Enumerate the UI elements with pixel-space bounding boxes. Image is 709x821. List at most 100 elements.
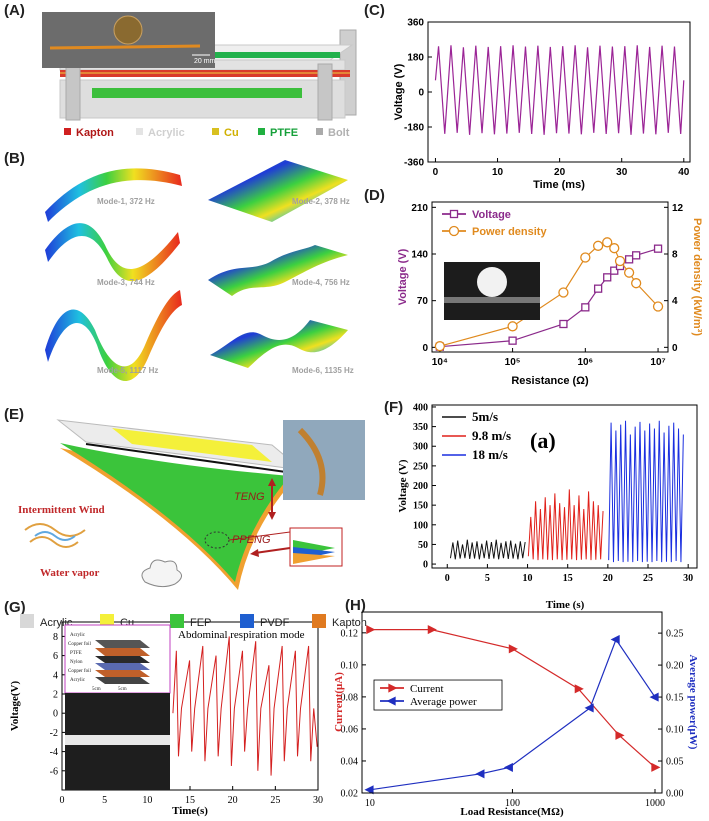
marker: [507, 321, 518, 332]
series-line: [172, 636, 318, 776]
panel-label: (C): [364, 2, 385, 19]
x-tick-label: 0: [433, 167, 439, 178]
y-tick-label: 200: [413, 481, 428, 492]
annotation: (a): [530, 428, 556, 453]
mode-shape: [45, 290, 182, 382]
inset-label: Acrylic: [70, 633, 86, 638]
cu-electrode: [112, 428, 272, 462]
y2-tick-label: 8: [672, 249, 678, 260]
panel-label: (G): [4, 599, 26, 616]
panel-label: (H): [345, 597, 366, 614]
legend-swatch: [20, 614, 34, 628]
arrow-head: [268, 512, 276, 520]
inset-label: Copper foil: [68, 669, 92, 674]
series-line: [608, 420, 684, 563]
marker: [508, 336, 517, 345]
legend-label: Acrylic: [148, 127, 185, 139]
series-line: [449, 539, 526, 560]
y-tick-label: 6: [53, 651, 58, 662]
marker: [603, 273, 612, 282]
mode-label: Mode-1, 372 Hz: [97, 197, 155, 206]
y-tick-label: 360: [407, 18, 424, 29]
marker: [653, 244, 663, 253]
illustration-label: TENG: [234, 491, 265, 503]
legend-swatch: [240, 614, 254, 628]
x-tick-label: 10: [523, 573, 533, 584]
layer: [95, 640, 150, 648]
marker: [559, 319, 568, 329]
ptfe-lower: [92, 88, 302, 98]
legend-label: Kapton: [76, 127, 114, 139]
panel-b: (B) Mode-1, 372 Hz Mode-2, 378 Hz Mode-3…: [4, 150, 354, 382]
inset-label: 5cm: [118, 687, 127, 692]
y-tick-label: 4: [53, 670, 58, 681]
y-tick-label: -360: [404, 158, 424, 169]
x-tick-label: 1000: [645, 798, 665, 809]
plot-frame: [427, 21, 691, 163]
x-tick-label: 0: [60, 795, 65, 806]
marker: [610, 266, 619, 275]
legend-swatch: [312, 614, 326, 628]
y2-tick-label: 0.15: [666, 693, 684, 704]
plot-frame: [431, 404, 698, 569]
y-tick-label: 70: [417, 296, 429, 307]
zoom-line: [228, 531, 291, 541]
x-tick-label: 100: [505, 798, 520, 809]
legend-label: Average power: [410, 696, 477, 708]
photo-ball: [477, 267, 507, 297]
legend-label: Current: [410, 683, 444, 695]
y-tick-label: 400: [413, 402, 428, 413]
marker: [584, 703, 594, 713]
marker: [652, 301, 664, 312]
x-tick-label: 5: [485, 573, 490, 584]
y-tick-label: 150: [413, 501, 428, 512]
mode-label: Mode-4, 756 Hz: [292, 278, 350, 287]
y-tick-label: 0.04: [341, 756, 359, 767]
mode-shape: [45, 168, 182, 222]
y2-tick-label: 0: [672, 343, 678, 354]
marker: [558, 287, 569, 298]
y-tick-label: 180: [407, 53, 424, 64]
y-tick-label: 0: [422, 343, 428, 354]
marker: [609, 243, 620, 254]
y-tick-label: 2: [53, 690, 58, 701]
legend-label: Bolt: [328, 127, 350, 139]
marker: [434, 341, 445, 352]
mode-label: Mode-6, 1135 Hz: [292, 366, 354, 375]
x-axis-title: Load Resistance(MΩ): [460, 806, 564, 818]
wind-swirl: [34, 531, 76, 541]
y2-tick-label: 0.20: [666, 661, 684, 672]
panel-label: (A): [4, 2, 25, 19]
chart: -6 -4 -2 0 2 4 6 8 0 5 10 15 20 25 30 (G) Time(s) Voltage…: [4, 599, 323, 817]
photo-strip: [49, 44, 201, 50]
y2-tick-label: 0.10: [666, 725, 684, 736]
legend-label: Power density: [472, 226, 547, 238]
x-tick-label: 20: [603, 573, 613, 584]
y-tick-label: 0.10: [341, 660, 359, 671]
film-edge: [85, 443, 301, 475]
photo-strip: [297, 427, 326, 496]
x-tick-label: 10: [142, 795, 152, 806]
wind-swirl: [24, 523, 86, 548]
x-tick-label: 10⁷: [650, 357, 665, 368]
marker: [366, 625, 376, 635]
layer: [95, 677, 150, 684]
mode-shape: [208, 160, 348, 222]
inset-label: Acrylic: [70, 678, 86, 683]
mode-label: Mode-3, 744 Hz: [97, 278, 155, 287]
mode-label: Mode-2, 378 Hz: [292, 197, 350, 206]
y-tick-label: 100: [413, 520, 428, 531]
g-inset: Acrylic Copper foil PTFE Nylon Copper fo…: [64, 624, 171, 790]
legend-frame: [373, 679, 503, 711]
zoom-layer: [293, 553, 335, 564]
chart: 0 50 100 150 200 250 300 350 400 0 5 10 15 20 25 30 5m/s…: [384, 399, 698, 611]
x-tick-label: 10⁴: [432, 357, 448, 368]
mode-shape: [210, 320, 348, 368]
marker: [610, 634, 620, 645]
y-tick-label: 140: [411, 250, 428, 261]
marker: [624, 255, 634, 264]
y-tick-label: 250: [413, 461, 428, 472]
y-tick-label: -6: [50, 766, 58, 777]
